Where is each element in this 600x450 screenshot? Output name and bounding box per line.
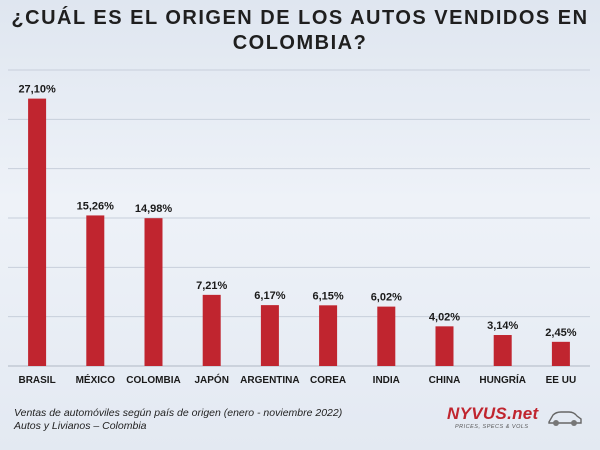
bar-argentina [260,305,279,366]
data-label: 6,15% [312,290,343,302]
chart-title: ¿CUÁL ES EL ORIGEN DE LOS AUTOS VENDIDOS… [0,6,600,56]
x-tick-label: COREA [310,375,346,386]
bar-japón [202,294,221,366]
x-tick-label: CHINA [429,375,461,386]
car-icon [548,411,582,426]
x-tick-label: MÉXICO [76,373,116,386]
data-labels: 27,10% 15,26% 14,98% 7,21% 6,17% 6,15% 6,02% 4,… [18,84,576,339]
data-label: 27,10% [18,84,56,96]
x-tick-label: INDIA [373,375,400,386]
data-label: 7,21% [196,280,227,292]
data-label: 15,26% [77,200,115,212]
data-label: 3,14% [487,320,518,332]
bar-india [377,306,396,366]
bars [28,98,570,366]
x-tick-label: COLOMBIA [126,375,180,386]
x-tick-label: BRASIL [18,375,55,386]
x-tick-label: HUNGRÍA [479,373,526,386]
nyvus-logo: NYVUS.net PRICES, SPECS & VOLS [447,404,587,434]
gridlines [8,69,590,367]
bar-china [435,326,454,366]
chart-title-line-2: COLOMBIA? [232,32,368,54]
x-tick-labels: BRASIL MÉXICO COLOMBIA JAPÓN ARGENTINA COREA I… [18,373,576,386]
footnote: Ventas de automóviles según país de orig… [14,407,342,433]
x-tick-label: EE UU [546,375,577,386]
x-tick-label: JAPÓN [194,373,228,386]
data-label: 6,17% [254,290,285,302]
data-label: 2,45% [545,327,576,339]
x-tick-label: ARGENTINA [240,375,299,386]
bar-corea [319,305,338,366]
bar-hungría [493,335,512,366]
logo-tagline: PRICES, SPECS & VOLS [455,424,529,430]
chart-title-line-1: ¿CUÁL ES EL ORIGEN DE LOS AUTOS VENDIDOS… [11,7,589,29]
data-label: 14,98% [135,203,173,215]
data-label: 4,02% [429,311,460,323]
logo-text: NYVUS.net [447,404,539,423]
bar-colombia [144,218,163,366]
data-label: 6,02% [371,292,402,304]
bar-ee-uu [551,341,570,366]
bar-brasil [28,98,47,366]
footnote-line-1: Ventas de automóviles según país de orig… [14,407,343,419]
bar-méxico [86,215,105,366]
footnote-line-2: Autos y Livianos – Colombia [14,420,147,432]
